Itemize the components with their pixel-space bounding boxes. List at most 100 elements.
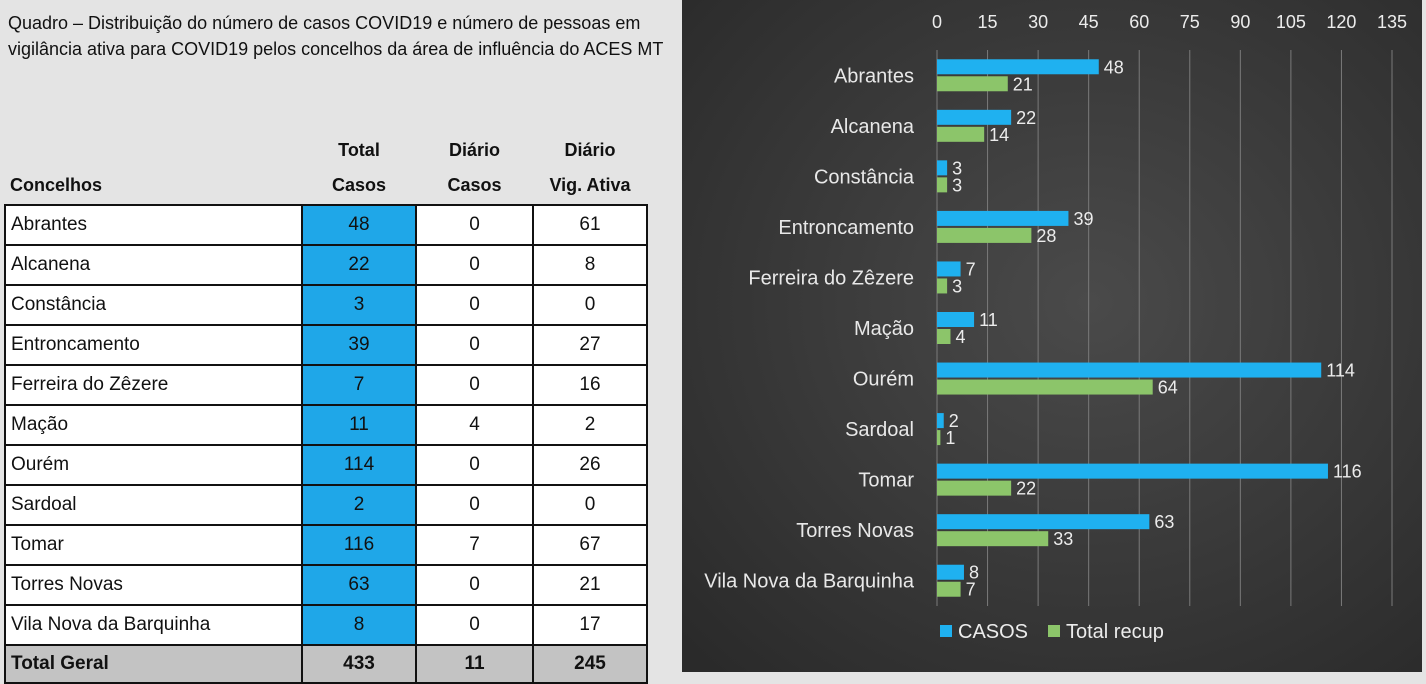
x-tick-label: 75	[1180, 12, 1200, 32]
table-row: Mação 11 4 2	[4, 404, 648, 446]
cell-name: Constância	[4, 284, 303, 326]
cell-total: 8	[301, 604, 417, 646]
cell-total: 22	[301, 244, 417, 286]
cell-total: 114	[301, 444, 417, 486]
bar-total-recup	[937, 480, 1012, 496]
cell-name: Ourém	[4, 444, 303, 486]
data-label: 2	[949, 411, 959, 431]
cell-total: 2	[301, 484, 417, 526]
cell-name: Torres Novas	[4, 564, 303, 606]
bar-casos	[937, 463, 1328, 479]
header-spacer	[5, 140, 302, 166]
table-row: Constância 3 0 0	[4, 284, 648, 326]
table-caption: Quadro – Distribuição do número de casos…	[8, 13, 664, 59]
data-label: 39	[1073, 209, 1093, 229]
cell-diario-casos: 0	[415, 204, 534, 246]
bar-casos	[937, 514, 1150, 530]
bar-casos	[937, 362, 1322, 378]
cell-name: Mação	[4, 404, 303, 446]
x-tick-label: 120	[1326, 12, 1356, 32]
bar-casos	[937, 109, 1012, 125]
data-label: 8	[969, 563, 979, 583]
bar-total-recup	[937, 76, 1008, 92]
bar-casos	[937, 261, 961, 277]
cell-diario-vig: 0	[532, 284, 648, 326]
x-tick-label: 90	[1230, 12, 1250, 32]
legend-label-total-recup: Total recup	[1066, 621, 1164, 643]
cell-diario-vig: 2	[532, 404, 648, 446]
header-total-line2: Casos	[331, 174, 387, 195]
bar-total-recup	[937, 430, 941, 446]
data-label: 4	[955, 327, 965, 347]
data-label: 7	[966, 580, 976, 600]
cell-total: 116	[301, 524, 417, 566]
cell-diario-casos: 0	[415, 364, 534, 406]
x-tick-label: 30	[1028, 12, 1048, 32]
category-label: Abrantes	[834, 65, 914, 87]
bar-chart: 0 15 30 45 60 75 90 105 120 135 Abrantes Alcanena C…	[682, 0, 1422, 672]
bar-total-recup	[937, 227, 1032, 243]
cell-diario-vig: 67	[532, 524, 648, 566]
chart-background	[682, 0, 1422, 672]
category-label: Ourém	[853, 369, 914, 391]
category-label: Sardoal	[845, 419, 914, 441]
data-label: 116	[1333, 462, 1362, 482]
chart-panel: 0 15 30 45 60 75 90 105 120 135 Abrantes Alcanena C…	[682, 0, 1422, 672]
data-label: 64	[1158, 378, 1178, 398]
category-labels: Abrantes Alcanena Constância Entroncamento F…	[704, 65, 915, 592]
cell-diario-vig: 0	[532, 484, 648, 526]
table-row: Abrantes 48 0 61	[4, 204, 648, 246]
data-label: 3	[952, 175, 962, 195]
category-label: Mação	[854, 318, 914, 340]
header-diario-casos-line2: Casos	[447, 174, 502, 195]
header-diario-vig-line1: Diário	[564, 140, 616, 160]
header-diario-casos-line1: Diário	[448, 140, 500, 160]
cases-table: Total Diário Diário Concelhos Casos Caso…	[4, 140, 648, 684]
table-row: Entroncamento 39 0 27	[4, 324, 648, 366]
data-label: 11	[979, 310, 998, 330]
data-label: 7	[966, 259, 976, 279]
cell-diario-vig: 8	[532, 244, 648, 286]
category-label: Vila Nova da Barquinha	[704, 571, 915, 593]
cell-total: 11	[301, 404, 417, 446]
cell-diario-vig: 21	[532, 564, 648, 606]
data-label: 48	[1104, 57, 1124, 77]
bar-casos	[937, 564, 964, 580]
cell-total: 3	[301, 284, 417, 326]
bar-casos	[937, 312, 975, 327]
data-label: 3	[952, 276, 962, 296]
bar-total-recup	[937, 379, 1153, 395]
x-tick-label: 0	[932, 12, 942, 32]
bar-total-recup	[937, 581, 961, 597]
legend-swatch-total-recup	[1048, 625, 1060, 637]
cell-name: Vila Nova da Barquinha	[4, 604, 303, 646]
cell-diario-vig: 16	[532, 364, 648, 406]
data-label: 22	[1016, 108, 1036, 128]
x-tick-labels: 0 15 30 45 60 75 90 105 120 135	[932, 12, 1407, 32]
cell-diario-casos: 0	[415, 564, 534, 606]
cell-diario-vig: 61	[532, 204, 648, 246]
category-label: Constância	[814, 166, 915, 188]
cell-total-sum: 433	[301, 644, 417, 684]
table-row: Ferreira do Zêzere 7 0 16	[4, 364, 648, 406]
x-tick-label: 60	[1129, 12, 1149, 32]
cell-diario-casos: 0	[415, 444, 534, 486]
category-label: Entroncamento	[778, 217, 914, 239]
category-label: Alcanena	[831, 116, 915, 138]
x-tick-label: 105	[1276, 12, 1306, 32]
table-row: Ourém 114 0 26	[4, 444, 648, 486]
gridlines	[936, 50, 1393, 606]
cell-total: 39	[301, 324, 417, 366]
cell-name: Ferreira do Zêzere	[4, 364, 303, 406]
cell-total: 63	[301, 564, 417, 606]
cell-total-diario-vig: 245	[532, 644, 648, 684]
cell-diario-casos: 0	[415, 284, 534, 326]
header-total-line1: Total	[338, 140, 380, 160]
legend: CASOS Total recup	[940, 621, 1164, 643]
category-label: Torres Novas	[796, 520, 914, 542]
table-body: Abrantes 48 0 61 Alcanena 22 0 8 Constância 3 0 0…	[4, 204, 648, 684]
cell-total: 7	[301, 364, 417, 406]
cell-diario-vig: 26	[532, 444, 648, 486]
cell-total-diario-casos: 11	[415, 644, 534, 684]
cell-total-label: Total Geral	[4, 644, 303, 684]
